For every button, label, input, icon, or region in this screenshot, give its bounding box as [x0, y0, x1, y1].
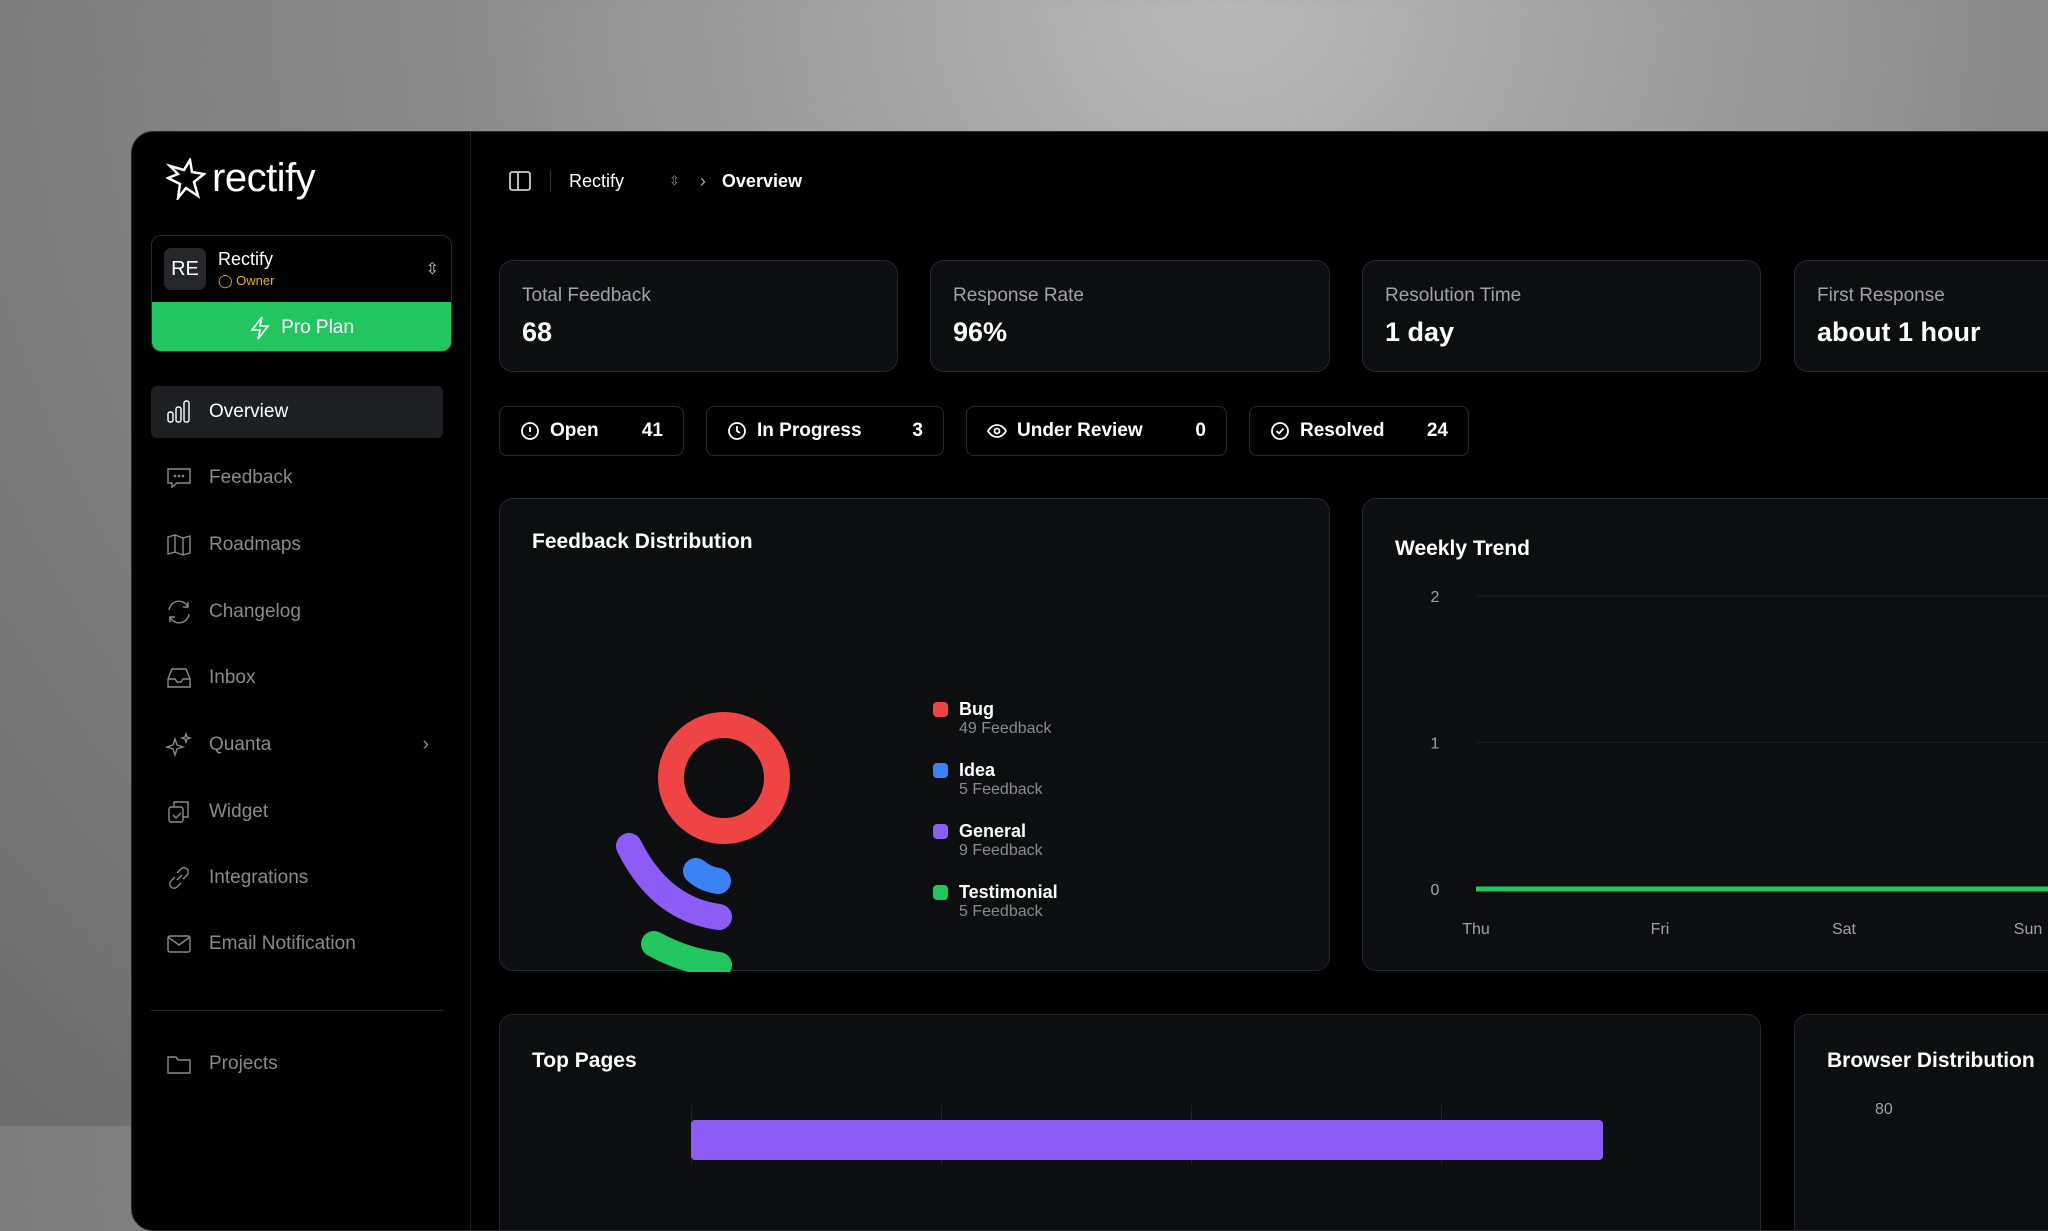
chart-title: Weekly Trend [1395, 537, 1531, 560]
x-tick: Sat [1832, 921, 1857, 938]
slice-testimonial[interactable] [641, 931, 732, 972]
stat-card-response-rate: Response Rate 96% [930, 260, 1330, 372]
widget-icon [168, 801, 189, 823]
y-tick: 80 [1875, 1101, 1893, 1118]
eye-icon [987, 424, 1007, 438]
workspace-switcher[interactable]: RE Rectify ◯ Owner ⇳ Pro Plan [151, 235, 452, 352]
weekly-trend-card: Weekly Trend 0 1 2 Thu Fri Sat Sun [1362, 498, 2048, 971]
alert-circle-icon [521, 422, 539, 440]
folder-icon [167, 1056, 191, 1074]
map-icon [167, 534, 191, 556]
workspace-name: Rectify [218, 249, 274, 269]
stat-card-total-feedback: Total Feedback 68 [499, 260, 898, 372]
logo: rectify [166, 156, 316, 201]
chevron-up-down-icon[interactable]: ⇳ [669, 173, 680, 188]
bar-chart-icon [167, 400, 190, 423]
slice-bug[interactable] [658, 712, 790, 844]
role-badge: ◯ Owner [218, 273, 275, 288]
breadcrumb-project[interactable]: Rectify [569, 170, 625, 191]
chevron-right-icon: › [422, 734, 429, 755]
app-window: rectify RE Rectify ◯ Owner ⇳ Pro Plan Ov… [131, 131, 2048, 1231]
pro-plan-button[interactable]: Pro Plan [152, 302, 451, 351]
sidebar-item-changelog[interactable]: Changelog [151, 586, 443, 638]
slice-general[interactable] [616, 833, 732, 930]
header-divider [550, 170, 551, 192]
y-tick: 2 [1431, 589, 1440, 606]
clock-icon [728, 422, 746, 440]
chart-title: Feedback Distribution [532, 530, 753, 553]
browser-distribution-card: Browser Distribution 80 [1794, 1014, 2048, 1230]
sidebar-divider [151, 1010, 443, 1011]
brand-name: rectify [212, 156, 316, 200]
refresh-icon [168, 600, 190, 624]
sidebar-item-widget[interactable]: Widget [151, 786, 443, 838]
sidebar-item-quanta[interactable]: Quanta › [151, 719, 443, 771]
x-tick: Fri [1651, 921, 1670, 938]
stat-card-resolution-time: Resolution Time 1 day [1362, 260, 1761, 372]
breadcrumb-current: Overview [721, 170, 802, 191]
status-resolved[interactable]: Resolved 24 [1249, 406, 1469, 456]
chevron-up-down-icon[interactable]: ⇳ [425, 261, 439, 278]
top-pages-card: Top Pages [499, 1014, 1761, 1230]
distribution-chart [616, 712, 790, 972]
status-in-progress[interactable]: In Progress 3 [706, 406, 944, 456]
sidebar-item-projects[interactable]: Projects [151, 1038, 443, 1090]
check-circle-icon [1271, 422, 1289, 440]
avatar: RE [164, 248, 206, 290]
breadcrumb-separator-icon: › [699, 170, 706, 191]
feedback-distribution-card: Feedback Distribution Bug 49 Feedback Ide… [499, 498, 1330, 972]
sidebar-toggle-icon[interactable] [508, 169, 532, 193]
chart-title: Top Pages [532, 1049, 637, 1072]
sidebar-item-integrations[interactable]: Integrations [151, 852, 443, 904]
logo-star-icon [166, 157, 206, 200]
lightning-icon [250, 316, 270, 339]
sidebar-item-email-notification[interactable]: Email Notification [151, 918, 443, 970]
bar[interactable] [691, 1120, 1603, 1160]
inbox-icon [167, 668, 191, 688]
sidebar: rectify RE Rectify ◯ Owner ⇳ Pro Plan Ov… [132, 132, 471, 1230]
weekly-trend-chart: 0 1 2 Thu Fri Sat Sun [1431, 589, 2048, 938]
stat-card-first-response: First Response about 1 hour [1794, 260, 2048, 372]
header-breadcrumb: Rectify ⇳ › Overview [508, 168, 802, 194]
y-tick: 1 [1431, 736, 1440, 753]
x-tick: Thu [1462, 921, 1490, 938]
link-icon [169, 867, 189, 889]
sidebar-item-roadmaps[interactable]: Roadmaps [151, 519, 443, 571]
slice-idea[interactable] [683, 858, 731, 894]
chart-title: Browser Distribution [1827, 1049, 2035, 1072]
message-icon [167, 468, 191, 489]
status-open[interactable]: Open 41 [499, 406, 684, 456]
x-tick: Sun [2014, 921, 2042, 938]
y-tick: 0 [1431, 882, 1440, 899]
mail-icon [167, 935, 191, 953]
sidebar-item-overview[interactable]: Overview [151, 386, 443, 438]
sidebar-item-feedback[interactable]: Feedback [151, 452, 443, 504]
status-under-review[interactable]: Under Review 0 [966, 406, 1227, 456]
sparkles-icon [165, 731, 193, 758]
sidebar-item-inbox[interactable]: Inbox [151, 652, 443, 704]
crown-icon: ◯ [218, 273, 237, 288]
